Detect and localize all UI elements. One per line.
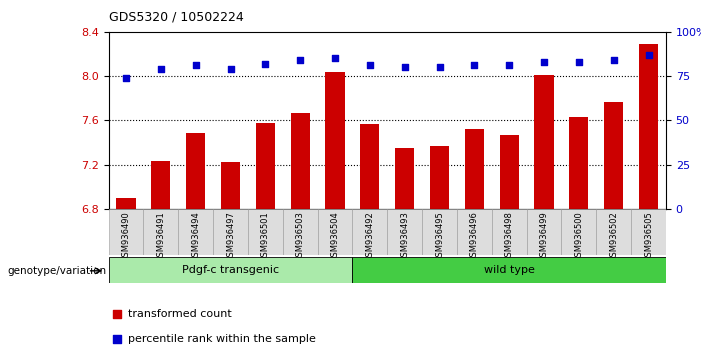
Point: [294, 57, 306, 63]
Text: GSM936497: GSM936497: [226, 211, 235, 262]
Point: [190, 63, 201, 68]
Text: GSM936492: GSM936492: [365, 211, 374, 262]
FancyBboxPatch shape: [597, 209, 631, 255]
Point: [608, 57, 619, 63]
Text: GSM936505: GSM936505: [644, 211, 653, 262]
Point: [643, 52, 654, 58]
Bar: [430, 146, 449, 209]
Bar: [569, 117, 588, 209]
FancyBboxPatch shape: [422, 209, 457, 255]
FancyBboxPatch shape: [178, 209, 213, 255]
Point: [434, 64, 445, 70]
Text: GSM936503: GSM936503: [296, 211, 305, 262]
Point: [225, 66, 236, 72]
Point: [329, 56, 341, 61]
FancyBboxPatch shape: [213, 209, 248, 255]
FancyBboxPatch shape: [109, 209, 144, 255]
Point: [399, 64, 410, 70]
FancyBboxPatch shape: [492, 209, 526, 255]
Bar: [291, 113, 310, 209]
Bar: [325, 72, 345, 209]
Point: [156, 66, 167, 72]
Bar: [639, 44, 658, 209]
FancyBboxPatch shape: [526, 209, 562, 255]
Bar: [500, 135, 519, 209]
Text: genotype/variation: genotype/variation: [7, 266, 106, 276]
Point: [460, 216, 471, 222]
FancyBboxPatch shape: [353, 257, 666, 283]
FancyBboxPatch shape: [387, 209, 422, 255]
Text: transformed count: transformed count: [128, 309, 232, 319]
Point: [469, 63, 480, 68]
FancyBboxPatch shape: [283, 209, 318, 255]
FancyBboxPatch shape: [562, 209, 597, 255]
Point: [503, 63, 515, 68]
Point: [573, 59, 585, 65]
Text: GSM936500: GSM936500: [574, 211, 583, 262]
Point: [121, 75, 132, 81]
FancyBboxPatch shape: [353, 209, 387, 255]
FancyBboxPatch shape: [457, 209, 492, 255]
Bar: [604, 102, 623, 209]
Bar: [465, 129, 484, 209]
Text: GSM936494: GSM936494: [191, 211, 200, 262]
Point: [260, 61, 271, 67]
Text: GSM936499: GSM936499: [540, 211, 549, 262]
Bar: [221, 162, 240, 209]
Bar: [256, 122, 275, 209]
Bar: [116, 198, 136, 209]
FancyBboxPatch shape: [109, 257, 353, 283]
Text: GSM936495: GSM936495: [435, 211, 444, 262]
Bar: [151, 161, 170, 209]
Point: [365, 63, 376, 68]
Text: wild type: wild type: [484, 265, 535, 275]
FancyBboxPatch shape: [144, 209, 178, 255]
Text: Pdgf-c transgenic: Pdgf-c transgenic: [182, 265, 279, 275]
FancyBboxPatch shape: [631, 209, 666, 255]
FancyBboxPatch shape: [318, 209, 353, 255]
Text: GSM936491: GSM936491: [156, 211, 165, 262]
Text: GSM936493: GSM936493: [400, 211, 409, 262]
Bar: [360, 124, 379, 209]
Bar: [186, 132, 205, 209]
Text: GDS5320 / 10502224: GDS5320 / 10502224: [109, 10, 243, 23]
Text: GSM936501: GSM936501: [261, 211, 270, 262]
Bar: [395, 148, 414, 209]
FancyBboxPatch shape: [248, 209, 283, 255]
Text: GSM936498: GSM936498: [505, 211, 514, 262]
Text: GSM936504: GSM936504: [331, 211, 339, 262]
Text: GSM936490: GSM936490: [121, 211, 130, 262]
Point: [538, 59, 550, 65]
Text: GSM936502: GSM936502: [609, 211, 618, 262]
Text: GSM936496: GSM936496: [470, 211, 479, 262]
Bar: [534, 75, 554, 209]
Text: percentile rank within the sample: percentile rank within the sample: [128, 334, 316, 344]
